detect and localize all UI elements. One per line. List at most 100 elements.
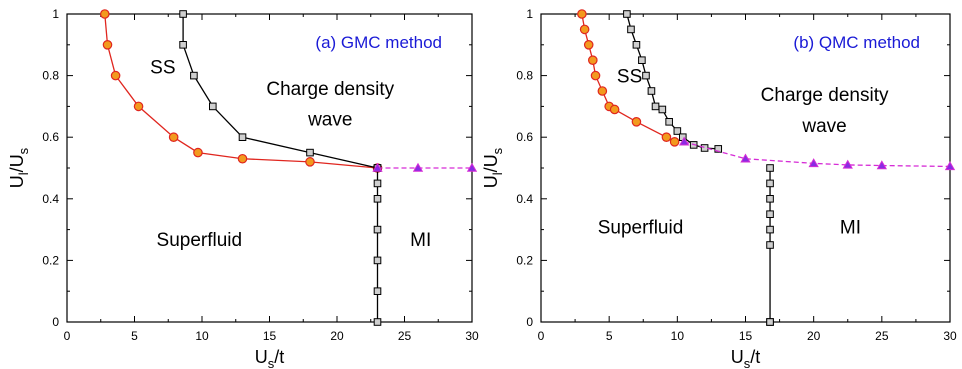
data-point-square [190, 71, 198, 80]
data-point-square [306, 148, 314, 157]
data-point-circle [609, 104, 620, 115]
y-tick-label: 0 [52, 315, 59, 329]
data-point-triangle [808, 158, 819, 168]
x-tick-label: 20 [330, 329, 344, 343]
region-label: Superfluid [598, 218, 684, 239]
y-tick-label: 0 [526, 315, 533, 329]
data-point-square [766, 164, 774, 172]
data-point-square [632, 41, 641, 49]
data-point-square [651, 102, 660, 111]
x-tick-label: 25 [398, 329, 412, 343]
region-label: SS [150, 57, 175, 78]
series-line-triangle [683, 141, 951, 168]
y-axis-label: Ul/Us [7, 147, 31, 188]
x-tick-label: 15 [739, 329, 753, 343]
data-point-circle [100, 9, 110, 19]
y-tick-label: 0.2 [516, 253, 533, 267]
data-point-square [642, 71, 650, 80]
data-point-square [658, 105, 667, 114]
data-point-circle [661, 132, 672, 142]
panel-title: (b) QMC method [793, 33, 920, 52]
y-tick-label: 0.6 [42, 130, 59, 144]
data-point-square [373, 225, 382, 234]
data-point-square [627, 25, 635, 34]
x-tick-label: 30 [943, 329, 957, 343]
data-point-triangle [412, 162, 424, 172]
region-label: Charge density [266, 79, 394, 100]
data-point-circle [669, 137, 680, 147]
data-point-circle [305, 157, 315, 167]
data-point-triangle [740, 153, 751, 163]
data-point-square [766, 318, 774, 326]
x-tick-label: 30 [465, 329, 479, 343]
x-axis-label: Us/t [255, 347, 285, 369]
region-label: Superfluid [157, 230, 243, 251]
x-tick-label: 25 [875, 329, 889, 343]
data-point-circle [631, 117, 642, 127]
x-tick-label: 5 [131, 329, 138, 343]
data-point-circle [168, 132, 179, 142]
x-axis-label: Us/t [731, 347, 761, 369]
x-tick-label: 5 [606, 329, 613, 343]
data-point-triangle [842, 159, 853, 169]
y-tick-label: 1 [526, 7, 533, 21]
y-axis-label: Ul/Us [481, 147, 505, 188]
y-tick-label: 0.6 [516, 130, 533, 144]
data-point-square [766, 179, 774, 188]
plot-frame [540, 13, 951, 323]
y-tick-label: 1 [52, 7, 59, 21]
region-label: wave [801, 116, 846, 137]
y-tick-label: 0.2 [42, 253, 59, 267]
data-point-triangle [876, 160, 887, 170]
data-point-square [766, 195, 774, 203]
data-point-square [179, 10, 187, 18]
data-point-square [647, 87, 656, 95]
data-point-circle [588, 55, 598, 65]
data-point-square [373, 256, 382, 265]
data-point-square [373, 318, 382, 326]
region-label: wave [307, 110, 352, 131]
data-point-triangle [372, 162, 383, 172]
data-point-circle [590, 70, 601, 81]
data-point-circle [597, 86, 608, 96]
region-label: MI [410, 230, 431, 251]
data-point-triangle [466, 162, 478, 172]
data-point-circle [102, 39, 113, 50]
data-point-square [638, 56, 646, 65]
x-tick-label: 10 [195, 329, 209, 343]
region-label: SS [617, 67, 642, 88]
chart-panel-a: 0 5 10 15 20 25 30 0 0.2 0.4 0.6 0.8 1 Us/t Ul/Us (a) G… [7, 7, 479, 369]
data-point-circle [110, 70, 121, 81]
data-point-square [766, 241, 774, 249]
data-point-square [714, 145, 723, 153]
region-label: MI [840, 218, 861, 239]
data-point-circle [193, 147, 203, 158]
data-point-square [373, 195, 382, 203]
data-point-square [673, 127, 682, 135]
panel-title: (a) GMC method [315, 33, 442, 52]
data-point-triangle [678, 136, 690, 146]
data-point-square [373, 179, 382, 188]
data-point-square [209, 102, 217, 111]
y-tick-label: 0.4 [516, 192, 533, 206]
data-point-circle [579, 24, 590, 35]
data-point-circle [237, 153, 248, 164]
data-point-square [238, 133, 247, 141]
data-point-square [623, 10, 631, 18]
data-point-circle [133, 101, 144, 112]
data-point-square [665, 118, 673, 126]
data-point-square [766, 225, 774, 234]
data-point-circle [577, 9, 587, 19]
y-tick-label: 0.8 [42, 69, 59, 83]
x-tick-label: 20 [807, 329, 821, 343]
x-tick-label: 10 [671, 329, 685, 343]
chart-panel-b: 0 5 10 15 20 25 30 0 0.2 0.4 0.6 0.8 1 Us/t Ul/Us (b) Q… [481, 7, 957, 369]
region-label: Charge density [761, 85, 889, 106]
y-tick-label: 0.8 [516, 69, 533, 83]
data-point-circle [583, 39, 594, 50]
data-point-square [179, 41, 187, 49]
x-tick-label: 15 [263, 329, 277, 343]
y-tick-label: 0.4 [42, 192, 59, 206]
data-point-square [373, 287, 382, 295]
